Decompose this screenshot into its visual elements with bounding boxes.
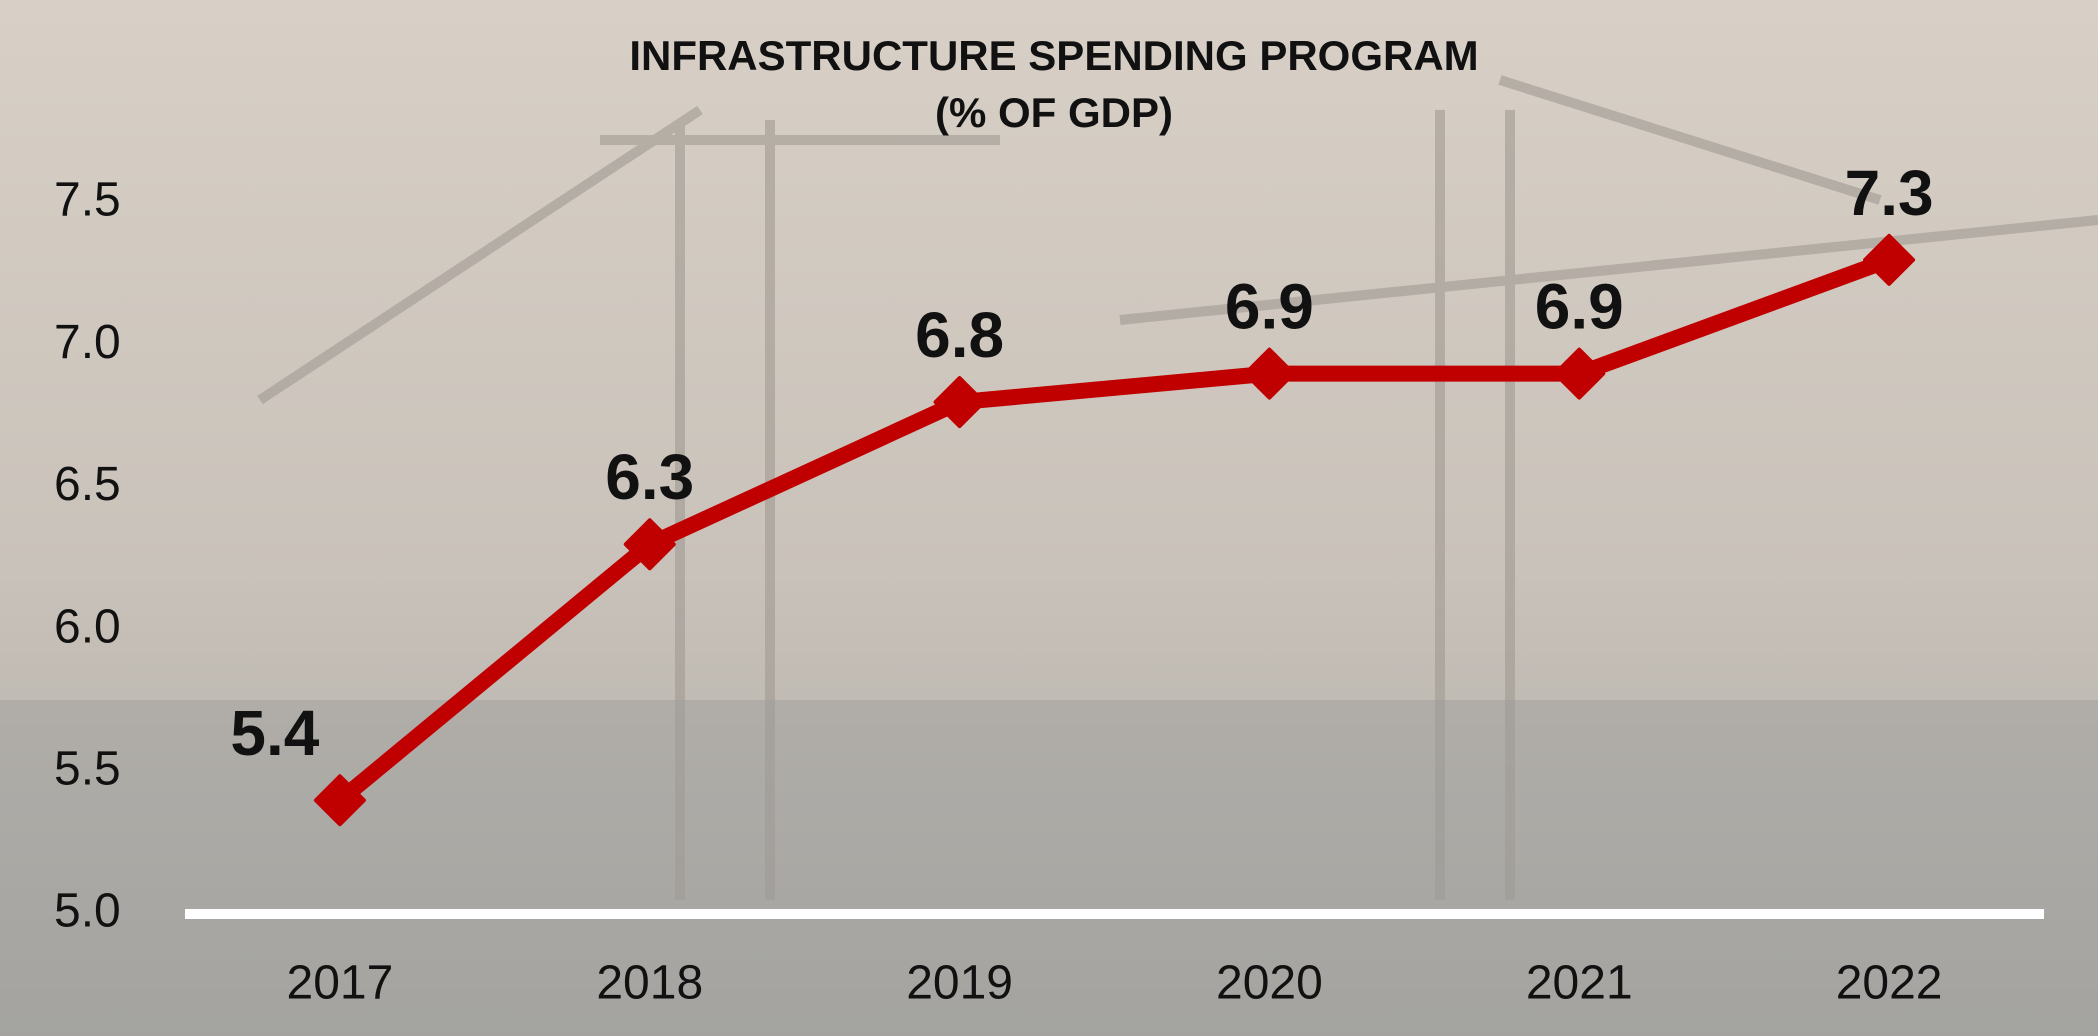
y-tick-label: 7.0 [54,316,121,369]
x-tick-label: 2019 [906,957,1013,1010]
data-label: 5.4 [230,697,319,769]
x-tick-label: 2018 [596,957,703,1010]
y-tick-label: 5.5 [54,742,121,795]
data-label: 6.9 [1225,271,1314,343]
data-label: 6.8 [915,299,1004,371]
data-label: 6.9 [1535,271,1624,343]
chart-subtitle: (% OF GDP) [935,89,1173,136]
page: INFRASTRUCTURE SPENDING PROGRAM (% OF GD… [0,0,2098,1036]
x-tick-label: 2020 [1216,957,1323,1010]
data-label: 7.3 [1845,157,1934,229]
chart-title: INFRASTRUCTURE SPENDING PROGRAM [629,32,1478,79]
x-tick-label: 2017 [287,957,394,1010]
y-tick-label: 5.0 [54,885,121,938]
y-tick-label: 6.0 [54,600,121,653]
y-tick-label: 7.5 [54,174,121,227]
data-label: 6.3 [605,441,694,513]
chart: INFRASTRUCTURE SPENDING PROGRAM (% OF GD… [0,0,2098,1036]
x-tick-label: 2021 [1526,957,1633,1010]
y-tick-label: 6.5 [54,458,121,511]
x-tick-label: 2022 [1836,957,1943,1010]
